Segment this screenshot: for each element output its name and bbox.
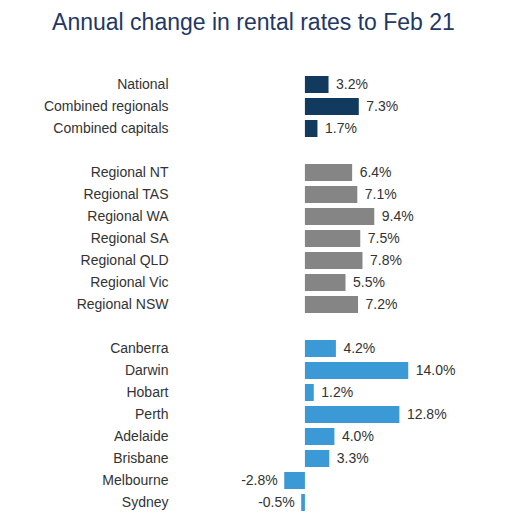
svg-text:Melbourne: Melbourne [102, 472, 168, 488]
svg-text:12.8%: 12.8% [407, 406, 447, 422]
svg-text:Hobart: Hobart [126, 384, 168, 400]
svg-text:Regional WA: Regional WA [87, 208, 169, 224]
svg-text:14.0%: 14.0% [416, 362, 456, 378]
svg-text:6.4%: 6.4% [360, 164, 392, 180]
svg-text:Darwin: Darwin [125, 362, 169, 378]
svg-text:-2.8%: -2.8% [241, 472, 278, 488]
svg-text:1.7%: 1.7% [325, 120, 357, 136]
svg-text:Brisbane: Brisbane [113, 450, 168, 466]
svg-text:Combined capitals: Combined capitals [53, 120, 168, 136]
svg-text:Canberra: Canberra [110, 340, 169, 356]
svg-text:3.2%: 3.2% [336, 76, 368, 92]
svg-text:7.5%: 7.5% [368, 230, 400, 246]
svg-text:Regional TAS: Regional TAS [83, 186, 168, 202]
svg-text:7.1%: 7.1% [365, 186, 397, 202]
svg-text:Regional NT: Regional NT [91, 164, 169, 180]
svg-text:Regional Vic: Regional Vic [90, 274, 168, 290]
svg-text:Regional QLD: Regional QLD [81, 252, 169, 268]
svg-text:7.3%: 7.3% [366, 98, 398, 114]
svg-text:7.8%: 7.8% [370, 252, 402, 268]
svg-text:4.0%: 4.0% [342, 428, 374, 444]
svg-text:9.4%: 9.4% [382, 208, 414, 224]
svg-text:1.2%: 1.2% [321, 384, 353, 400]
svg-text:Perth: Perth [135, 406, 168, 422]
svg-text:Adelaide: Adelaide [114, 428, 169, 444]
svg-text:Sydney: Sydney [122, 494, 169, 510]
svg-text:Combined regionals: Combined regionals [44, 98, 169, 114]
svg-text:National: National [117, 76, 168, 92]
svg-text:5.5%: 5.5% [353, 274, 385, 290]
svg-text:3.3%: 3.3% [337, 450, 369, 466]
svg-text:-0.5%: -0.5% [258, 494, 295, 510]
svg-text:4.2%: 4.2% [343, 340, 375, 356]
svg-text:7.2%: 7.2% [366, 296, 398, 312]
html-text:Annual change in rental rates: Annual change in rental rates to Feb 21 [52, 9, 455, 35]
svg-text:Regional SA: Regional SA [91, 230, 169, 246]
svg-text:Regional NSW: Regional NSW [77, 296, 170, 312]
